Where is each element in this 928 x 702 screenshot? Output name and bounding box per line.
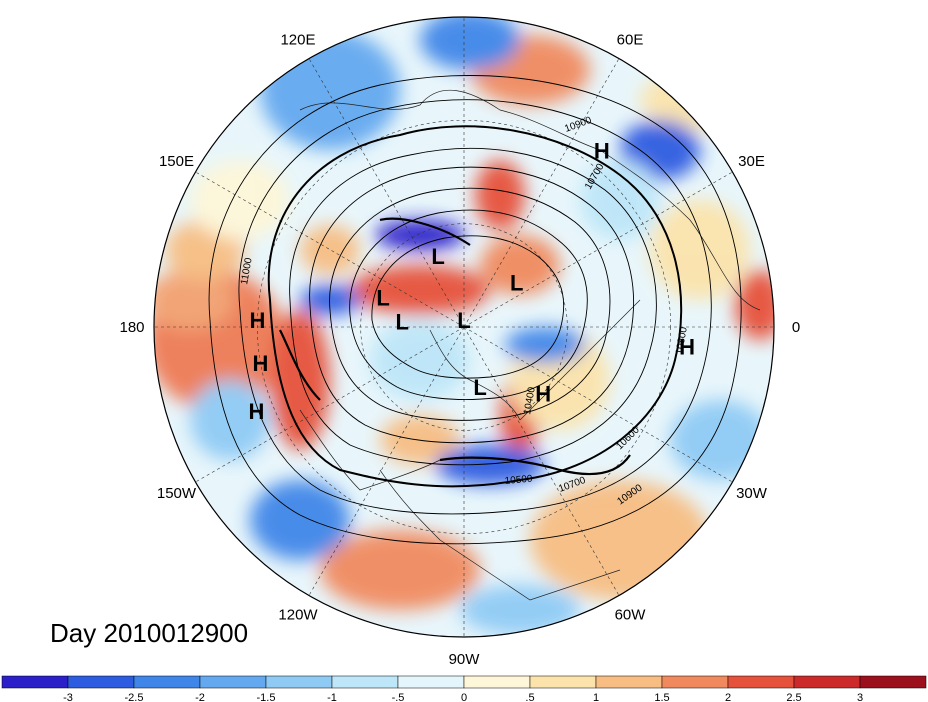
latitude-circle xyxy=(257,120,671,534)
meridian-line xyxy=(195,171,465,328)
longitude-label: 90E xyxy=(451,0,478,4)
colorbar-tick-label: -.5 xyxy=(392,692,405,702)
longitude-label: 0 xyxy=(792,319,800,336)
colorbar-swatch xyxy=(199,675,267,689)
colorbar-swatch xyxy=(1,675,69,689)
low-pressure-center: L xyxy=(376,286,389,311)
coastlines xyxy=(299,89,761,601)
low-pressure-center: L xyxy=(510,271,523,296)
map-boundary xyxy=(153,16,775,638)
colorbar-swatch xyxy=(529,675,597,689)
low-pressure-center: L xyxy=(396,310,409,335)
contour-label: 10400 xyxy=(522,386,538,416)
longitude-label: 180 xyxy=(119,319,144,336)
longitude-label: 150W xyxy=(157,485,197,502)
low-pressure-center: L xyxy=(457,308,470,333)
colorbar: -3 -2.5 -2 -1.5 -1 -.5 0 .5 1 1.5 2 2.5 3 xyxy=(1,675,927,702)
colorbar-swatch xyxy=(859,675,927,689)
longitude-label: 90W xyxy=(449,651,481,668)
high-pressure-center: H xyxy=(250,308,266,333)
high-pressure-center: H xyxy=(679,335,695,360)
meridian-line xyxy=(308,58,465,328)
contour-label: 10800 xyxy=(674,326,690,356)
longitude-label: 120W xyxy=(278,607,318,624)
meridian-line xyxy=(463,326,620,596)
colorbar-tick-label: -3 xyxy=(63,692,73,702)
low-pressure-center: L xyxy=(431,244,444,269)
colorbar-swatch xyxy=(133,675,201,689)
colorbar-swatch xyxy=(661,675,729,689)
day-date-code: 2010012900 xyxy=(103,618,249,648)
colorbar-tick-label: 3 xyxy=(857,692,863,702)
colorbar-tick-label: -1.5 xyxy=(257,692,276,702)
longitude-label: 120E xyxy=(280,31,315,48)
colorbar-swatch xyxy=(265,675,333,689)
meridian-line xyxy=(195,326,465,483)
graticule xyxy=(154,17,774,637)
longitude-labels: 90E 60E 30E 0 30W 60W 90W 120W 150W 180 150E 120E xyxy=(119,0,800,668)
contour-label: 10500 xyxy=(504,474,533,487)
colorbar-tick-label: 0 xyxy=(461,692,467,702)
latitude-circle xyxy=(360,223,568,431)
colorbar-swatch xyxy=(793,675,861,689)
longitude-label: 60W xyxy=(615,607,647,624)
meridian-line xyxy=(308,326,465,596)
day-title: Day 2010012900 xyxy=(50,618,248,649)
colorbar-tick-label: 1.5 xyxy=(654,692,669,702)
high-pressure-center: H xyxy=(594,139,610,164)
meridian-line xyxy=(463,58,620,328)
height-contours xyxy=(208,75,742,545)
meridian-line xyxy=(463,326,733,483)
colorbar-swatch xyxy=(727,675,795,689)
colorbar-tick-label: 2 xyxy=(725,692,731,702)
high-pressure-center: H xyxy=(253,351,269,376)
longitude-label: 30W xyxy=(736,485,768,502)
colorbar-tick-label: .5 xyxy=(525,692,534,702)
colorbar-tick-label: 2.5 xyxy=(786,692,801,702)
colorbar-tick-label: -2 xyxy=(195,692,205,702)
longitude-label: 60E xyxy=(617,31,644,48)
colorbar-tick-label: -2.5 xyxy=(125,692,144,702)
colorbar-swatch xyxy=(463,675,531,689)
colorbar-swatch xyxy=(595,675,663,689)
colorbar-swatch xyxy=(331,675,399,689)
longitude-label: 30E xyxy=(738,153,765,170)
low-pressure-center: L xyxy=(473,375,486,400)
high-pressure-center: H xyxy=(535,381,551,406)
meridian-line xyxy=(463,171,733,328)
contour-label: 11000 xyxy=(239,257,255,286)
day-prefix: Day xyxy=(50,618,97,648)
colorbar-swatch xyxy=(67,675,135,689)
colorbar-tick-label: 1 xyxy=(593,692,599,702)
longitude-label: 150E xyxy=(159,153,194,170)
colorbar-swatch xyxy=(397,675,465,689)
colorbar-tick-label: -1 xyxy=(327,692,337,702)
high-pressure-center: H xyxy=(248,399,264,424)
